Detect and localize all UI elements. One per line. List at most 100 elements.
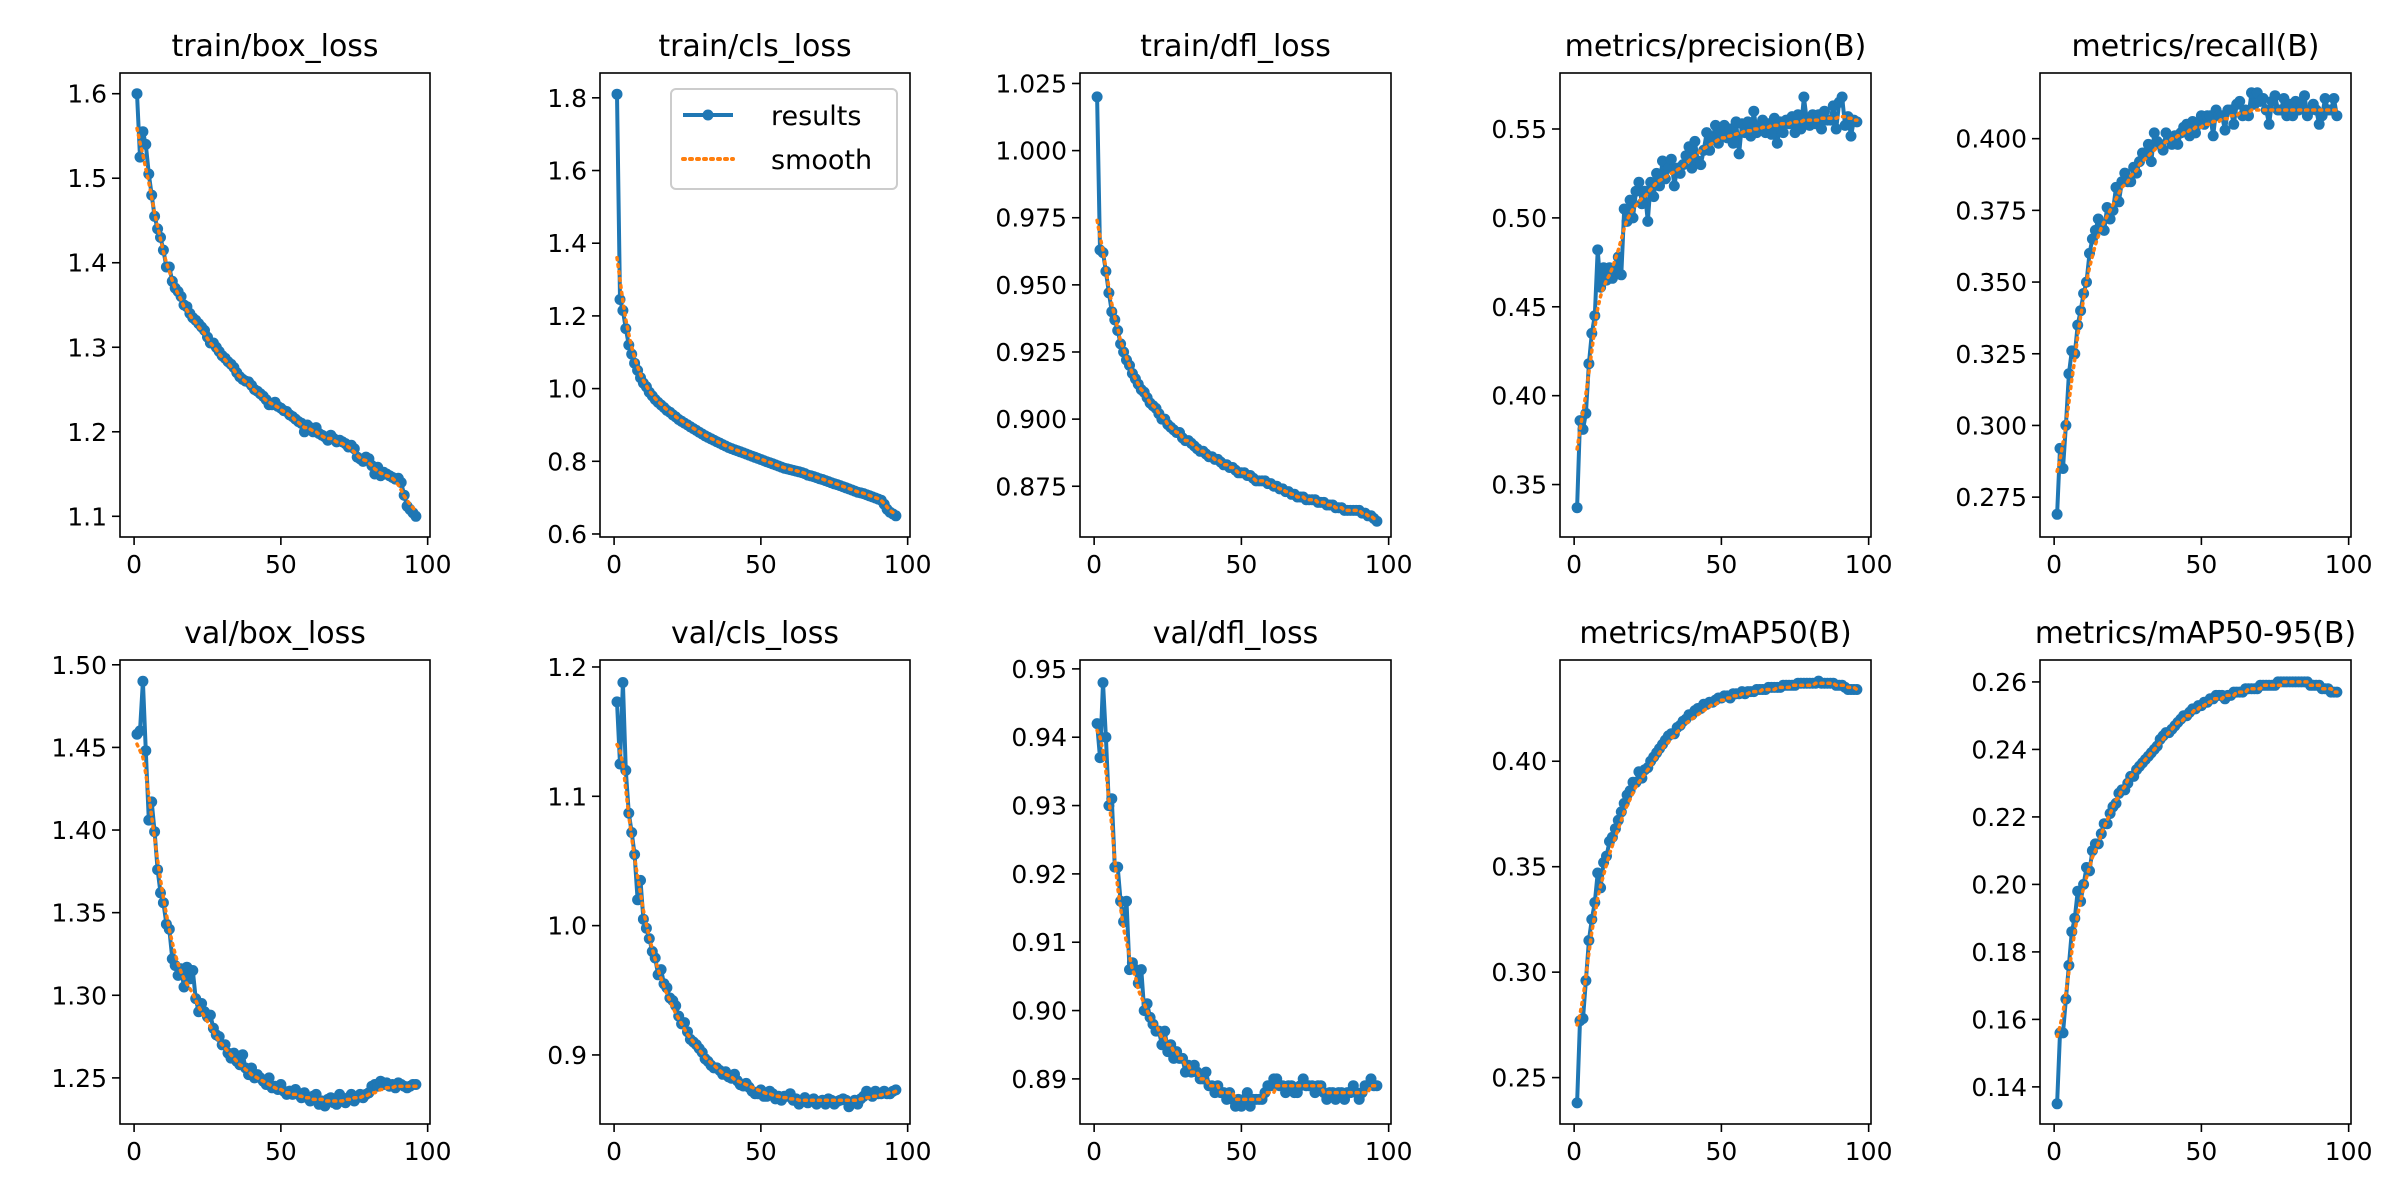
- y-tick-label: 1.40: [51, 816, 107, 845]
- results-point: [1580, 407, 1592, 419]
- smooth-line: [135, 742, 418, 1103]
- results-point: [2063, 368, 2075, 380]
- plot-area: [131, 88, 422, 522]
- axes-frame: [119, 72, 431, 538]
- results-point: [1816, 123, 1827, 135]
- x-tick-label: 50: [1705, 1137, 1737, 1166]
- plot-area: [131, 675, 422, 1112]
- results-point: [2134, 156, 2145, 168]
- results-point: [237, 1049, 249, 1061]
- x-tick-label: 50: [1705, 550, 1737, 579]
- results-point: [2296, 98, 2307, 110]
- y-tick-label: 0.375: [1955, 196, 2027, 225]
- x-tick-label: 50: [2185, 1137, 2217, 1166]
- smooth-line: [615, 742, 898, 1102]
- x-tick-label: 0: [126, 550, 142, 579]
- y-tick-label: 0.20: [1971, 870, 2027, 899]
- results-point: [1830, 123, 1842, 135]
- y-tick-label: 1.50: [51, 651, 107, 680]
- x-tick-label: 100: [1365, 550, 1413, 579]
- results-point: [1839, 119, 1851, 131]
- results-point: [2148, 127, 2160, 139]
- results-point: [2075, 895, 2087, 907]
- legend-results-label: results: [771, 101, 861, 132]
- y-tick-label: 0.35: [1491, 471, 1547, 500]
- x-tick-label: 100: [2325, 550, 2373, 579]
- legend-smooth-label: smooth: [771, 145, 872, 176]
- results-point: [1633, 176, 1645, 188]
- y-tick-label: 0.26: [1971, 668, 2027, 697]
- results-point: [137, 126, 149, 138]
- results-point: [1771, 137, 1783, 149]
- results-point: [1159, 1025, 1171, 1037]
- y-tick-label: 0.55: [1491, 115, 1547, 144]
- y-tick-label: 1.1: [67, 502, 107, 531]
- x-tick-label: 100: [2325, 1137, 2373, 1166]
- y-tick-label: 0.40: [1491, 747, 1547, 776]
- results-point: [1727, 137, 1739, 149]
- results-point: [143, 814, 155, 826]
- results-point: [1624, 194, 1636, 206]
- plot-area: [1571, 675, 1863, 1109]
- smooth-line: [1095, 728, 1379, 1102]
- smooth-line: [1575, 114, 1859, 451]
- smooth-line: [2055, 108, 2339, 474]
- results-point: [2257, 93, 2269, 104]
- y-tick-label: 1.6: [67, 80, 107, 109]
- results-point: [1819, 105, 1830, 117]
- results-point: [670, 1000, 682, 1012]
- axes-frame: [1559, 72, 1872, 538]
- results-point: [1571, 1097, 1583, 1109]
- x-tick-label: 100: [1845, 550, 1893, 579]
- y-tick-label: 1.5: [67, 164, 107, 193]
- results-point: [219, 1039, 231, 1051]
- results-point: [1121, 895, 1132, 907]
- axes-frame: [599, 659, 911, 1125]
- legend-results-marker: [702, 109, 714, 121]
- y-tick-label: 0.35: [1491, 853, 1547, 882]
- panel-title: train/dfl_loss: [1140, 29, 1331, 64]
- x-tick-label: 100: [884, 1137, 932, 1166]
- results-point: [1648, 191, 1660, 203]
- panel-title: val/box_loss: [184, 616, 366, 651]
- y-tick-label: 0.50: [1491, 204, 1547, 233]
- y-tick-label: 1.1: [547, 782, 587, 811]
- smooth-line: [1095, 218, 1379, 521]
- results-point: [1589, 310, 1601, 322]
- results-point: [2219, 124, 2231, 136]
- y-tick-label: 0.24: [1971, 735, 2027, 764]
- results-point: [1795, 123, 1807, 135]
- y-tick-label: 1.25: [51, 1064, 107, 1093]
- x-tick-label: 0: [2046, 550, 2062, 579]
- y-tick-label: 1.2: [547, 302, 587, 331]
- panel-metrics-recall-b: metrics/recall(B) 0 50 100 0.275 0.300 0.325 0.…: [1955, 29, 2372, 579]
- panel-title: metrics/mAP50-95(B): [2035, 616, 2356, 651]
- y-tick-label: 1.2: [67, 418, 107, 447]
- y-tick-label: 0.22: [1971, 803, 2027, 832]
- y-tick-label: 0.94: [1011, 723, 1067, 752]
- results-point: [140, 138, 152, 150]
- x-tick-label: 0: [1566, 1137, 1582, 1166]
- x-tick-label: 50: [265, 550, 297, 579]
- y-tick-label: 0.25: [1491, 1064, 1547, 1093]
- results-point: [1200, 1066, 1212, 1078]
- axes-frame: [1559, 659, 1872, 1125]
- results-point: [1091, 91, 1103, 103]
- results-point: [1615, 269, 1627, 281]
- y-tick-label: 0.18: [1971, 938, 2027, 967]
- y-tick-label: 0.325: [1955, 340, 2027, 369]
- x-tick-label: 100: [404, 1137, 452, 1166]
- x-tick-label: 50: [1225, 550, 1257, 579]
- results-point: [1612, 251, 1624, 263]
- results-point: [1777, 127, 1789, 139]
- y-tick-label: 0.300: [1955, 411, 2027, 440]
- plot-area: [611, 88, 902, 522]
- x-tick-label: 100: [404, 550, 452, 579]
- x-tick-label: 100: [1845, 1137, 1893, 1166]
- panel-metrics-map50-b: metrics/mAP50(B) 0 50 100 0.25 0.30 0.35 0.40: [1491, 616, 1892, 1166]
- results-point: [2331, 110, 2343, 122]
- results-point: [1836, 91, 1848, 103]
- y-tick-label: 0.30: [1491, 958, 1547, 987]
- x-tick-label: 100: [884, 550, 932, 579]
